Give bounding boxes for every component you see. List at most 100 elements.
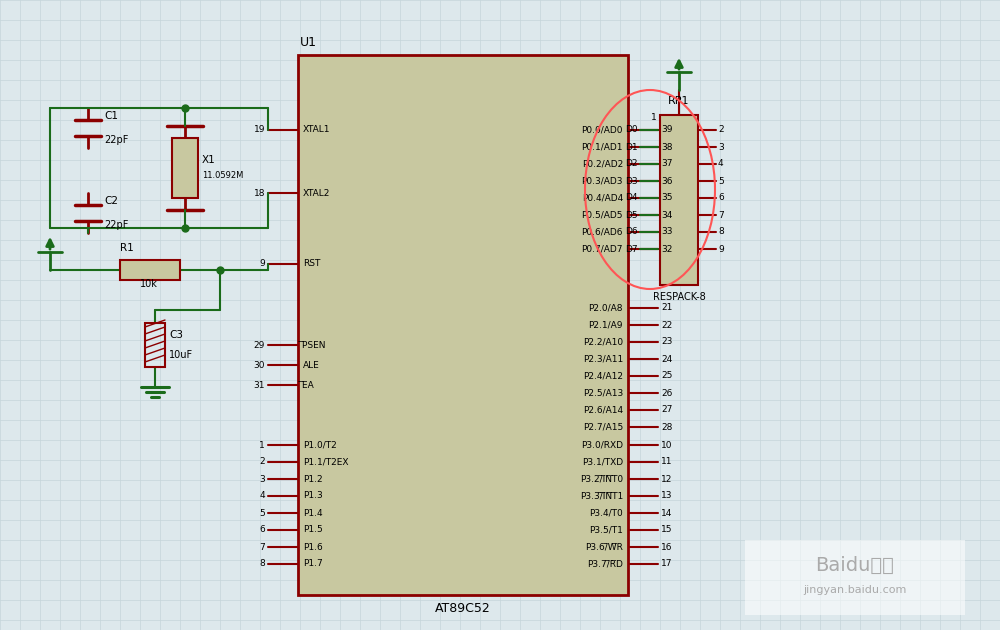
Text: 6: 6 [259, 525, 265, 534]
Text: RST: RST [303, 260, 320, 268]
Text: RESPACK-8: RESPACK-8 [653, 292, 705, 302]
Text: 10uF: 10uF [169, 350, 193, 360]
Text: P2.7/A15: P2.7/A15 [583, 423, 623, 432]
Text: C1: C1 [104, 111, 118, 121]
Text: P0.6/AD6: P0.6/AD6 [582, 227, 623, 236]
Text: Baidu经验: Baidu经验 [816, 556, 894, 575]
Text: 18: 18 [254, 188, 265, 197]
Text: ̅EA: ̅EA [303, 381, 315, 389]
Text: 9: 9 [718, 244, 724, 253]
Bar [172, 138, 198, 198]
Text: 4: 4 [259, 491, 265, 500]
Text: 13: 13 [661, 491, 672, 500]
Text: 29: 29 [254, 340, 265, 350]
Text: P1.7: P1.7 [303, 559, 323, 568]
Text: P0.2/AD2: P0.2/AD2 [582, 159, 623, 168]
Text: P3.0/RXD: P3.0/RXD [581, 440, 623, 449]
Bar [145, 323, 165, 367]
Text: P1.6: P1.6 [303, 542, 323, 551]
Text: P0.4/AD4: P0.4/AD4 [582, 193, 623, 202]
Text: 25: 25 [661, 372, 672, 381]
Text: 36: 36 [661, 176, 672, 185]
Bar [120, 260, 180, 280]
Text: 23: 23 [661, 338, 672, 346]
Text: 27: 27 [661, 406, 672, 415]
Text: 11.0592M: 11.0592M [202, 171, 243, 181]
Text: P0.1/AD1: P0.1/AD1 [582, 142, 623, 151]
Text: AT89C52: AT89C52 [435, 602, 491, 616]
Text: C3: C3 [169, 330, 183, 340]
Text: P3.3/̅I̅N̅T̅1: P3.3/̅I̅N̅T̅1 [580, 491, 623, 500]
Text: 31: 31 [254, 381, 265, 389]
Text: D0: D0 [625, 125, 638, 134]
Text: 22pF: 22pF [104, 220, 128, 230]
Text: 24: 24 [661, 355, 672, 364]
Text: 5: 5 [718, 176, 724, 185]
Text: D2: D2 [626, 159, 638, 168]
Text: 14: 14 [661, 508, 672, 517]
Text: P3.1/TXD: P3.1/TXD [582, 457, 623, 466]
Text: P2.6/A14: P2.6/A14 [583, 406, 623, 415]
Text: U1: U1 [300, 35, 317, 49]
Text: 33: 33 [661, 227, 672, 236]
Text: D5: D5 [625, 210, 638, 219]
Text: 26: 26 [661, 389, 672, 398]
Text: XTAL1: XTAL1 [303, 125, 330, 134]
Text: jingyan.baidu.com: jingyan.baidu.com [803, 585, 907, 595]
Text: 1: 1 [651, 113, 657, 122]
Text: 6: 6 [718, 193, 724, 202]
Text: ̅PSEN: ̅PSEN [303, 340, 326, 350]
Text: 7: 7 [718, 210, 724, 219]
Text: 22pF: 22pF [104, 135, 128, 145]
Text: 34: 34 [661, 210, 672, 219]
Text: 19: 19 [254, 125, 265, 134]
Text: 7: 7 [259, 542, 265, 551]
Text: P3.5/T1: P3.5/T1 [589, 525, 623, 534]
Text: P2.4/A12: P2.4/A12 [583, 372, 623, 381]
Bar [745, 540, 965, 615]
Text: P2.3/A11: P2.3/A11 [583, 355, 623, 364]
Text: 30: 30 [254, 360, 265, 370]
Text: 3: 3 [718, 142, 724, 151]
Text: R1: R1 [120, 243, 134, 253]
Bar [660, 115, 698, 285]
Text: P0.7/AD7: P0.7/AD7 [582, 244, 623, 253]
Text: 35: 35 [661, 193, 672, 202]
Text: P0.3/AD3: P0.3/AD3 [582, 176, 623, 185]
Text: P1.4: P1.4 [303, 508, 323, 517]
Text: X1: X1 [202, 155, 216, 165]
Text: P0.0/AD0: P0.0/AD0 [582, 125, 623, 134]
Text: 37: 37 [661, 159, 672, 168]
Text: 22: 22 [661, 321, 672, 329]
Text: P2.5/A13: P2.5/A13 [583, 389, 623, 398]
Text: 17: 17 [661, 559, 672, 568]
Text: 3: 3 [259, 474, 265, 483]
Text: 8: 8 [718, 227, 724, 236]
Text: P1.2: P1.2 [303, 474, 323, 483]
Text: 10: 10 [661, 440, 672, 449]
Text: 2: 2 [259, 457, 265, 466]
Text: 21: 21 [661, 304, 672, 312]
Text: D1: D1 [625, 142, 638, 151]
Text: XTAL2: XTAL2 [303, 188, 330, 197]
Text: D7: D7 [625, 244, 638, 253]
Text: P1.3: P1.3 [303, 491, 323, 500]
Text: 12: 12 [661, 474, 672, 483]
Text: 11: 11 [661, 457, 672, 466]
Text: 28: 28 [661, 423, 672, 432]
Text: 32: 32 [661, 244, 672, 253]
Text: 9: 9 [259, 260, 265, 268]
Text: D4: D4 [626, 193, 638, 202]
Text: P3.6/̅W̅R: P3.6/̅W̅R [585, 542, 623, 551]
Text: 1: 1 [259, 440, 265, 449]
Text: P2.0/A8: P2.0/A8 [588, 304, 623, 312]
Text: 4: 4 [718, 159, 724, 168]
Text: D3: D3 [625, 176, 638, 185]
Text: RP1: RP1 [668, 96, 690, 106]
Text: P3.7/̅R̅D: P3.7/̅R̅D [587, 559, 623, 568]
Text: ALE: ALE [303, 360, 320, 370]
Text: P1.5: P1.5 [303, 525, 323, 534]
Text: P2.2/A10: P2.2/A10 [583, 338, 623, 346]
Text: D6: D6 [625, 227, 638, 236]
Bar [298, 55, 628, 595]
